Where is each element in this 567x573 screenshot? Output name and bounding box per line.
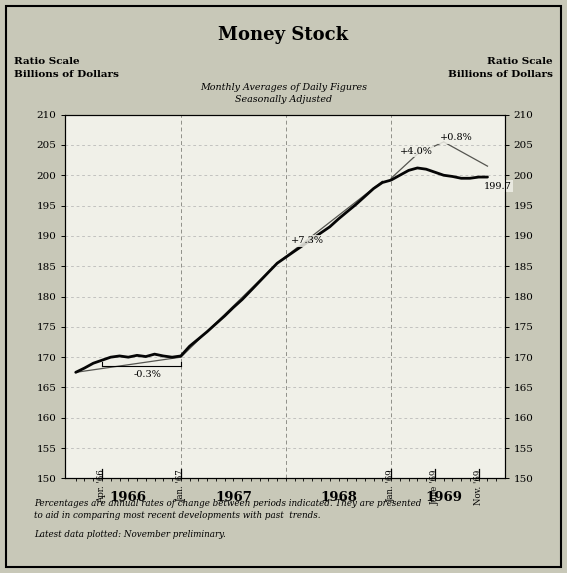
Text: Nov. '69: Nov. '69 xyxy=(474,469,483,505)
Text: +0.8%: +0.8% xyxy=(439,133,472,142)
Text: Jan. '69: Jan. '69 xyxy=(387,469,396,502)
Text: Billions of Dollars: Billions of Dollars xyxy=(448,70,553,80)
Text: Money Stock: Money Stock xyxy=(218,26,349,44)
Text: Apr. '66: Apr. '66 xyxy=(98,469,107,503)
Text: Monthly Averages of Daily Figures: Monthly Averages of Daily Figures xyxy=(200,83,367,92)
Text: 1968: 1968 xyxy=(320,490,357,504)
Text: 1966: 1966 xyxy=(110,490,147,504)
Text: Ratio Scale: Ratio Scale xyxy=(487,57,553,66)
Text: 1967: 1967 xyxy=(215,490,252,504)
Text: to aid in comparing most recent developments with past  trends.: to aid in comparing most recent developm… xyxy=(34,511,320,520)
Text: Seasonally Adjusted: Seasonally Adjusted xyxy=(235,95,332,104)
Text: Latest data plotted: November preliminary.: Latest data plotted: November preliminar… xyxy=(34,530,226,539)
Text: June '69: June '69 xyxy=(430,469,439,505)
Text: 199.7: 199.7 xyxy=(484,182,511,191)
Text: Billions of Dollars: Billions of Dollars xyxy=(14,70,119,80)
Text: 1969: 1969 xyxy=(425,490,462,504)
Text: +4.0%: +4.0% xyxy=(400,147,433,156)
Text: -0.3%: -0.3% xyxy=(134,370,162,379)
Text: +7.3%: +7.3% xyxy=(291,236,324,245)
Text: Jan. '67: Jan. '67 xyxy=(176,469,185,502)
Text: Percentages are annual rates of change between periods indicated. They are prese: Percentages are annual rates of change b… xyxy=(34,499,421,508)
Text: Ratio Scale: Ratio Scale xyxy=(14,57,80,66)
